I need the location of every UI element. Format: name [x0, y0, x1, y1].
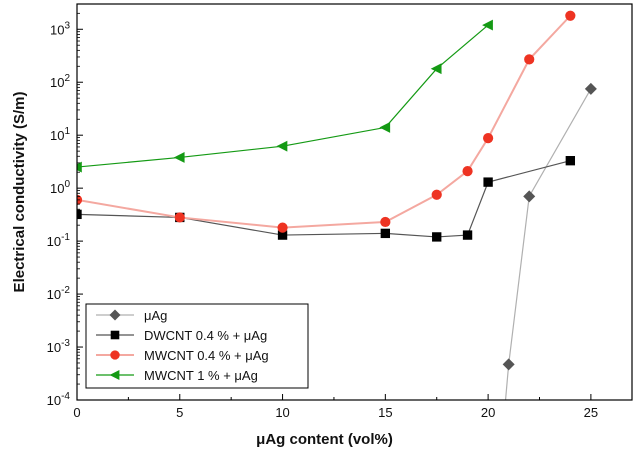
- data-point: [77, 209, 82, 220]
- data-point: [432, 232, 442, 242]
- y-tick-label: 10-3: [47, 338, 71, 355]
- y-tick-label: 10-2: [47, 285, 71, 302]
- legend-marker: [110, 330, 120, 340]
- legend-marker: [110, 350, 120, 360]
- legend-marker: [109, 370, 120, 380]
- data-point: [584, 82, 597, 95]
- data-point: [523, 190, 536, 203]
- data-point: [277, 222, 288, 233]
- data-point: [565, 10, 576, 21]
- series-line: [77, 24, 489, 168]
- data-point: [276, 140, 288, 152]
- data-point: [524, 54, 535, 65]
- legend-label: μAg: [144, 308, 167, 323]
- data-point: [379, 122, 391, 133]
- legend-marker: [109, 309, 121, 321]
- series-1: [77, 156, 576, 242]
- data-point: [380, 228, 391, 239]
- y-axis-title: Electrical conductivity (S/m): [11, 92, 28, 293]
- data-point: [483, 177, 493, 187]
- data-point: [462, 165, 473, 177]
- y-tick-label: 102: [50, 73, 70, 90]
- legend-box: [85, 303, 309, 389]
- data-point: [482, 19, 493, 31]
- data-point: [277, 230, 288, 240]
- y-tick-label: 10-1: [47, 232, 71, 249]
- y-tick-label: 10-4: [47, 391, 71, 408]
- legend-label: DWCNT 0.4 % + μAg: [144, 328, 267, 343]
- data-point: [462, 230, 473, 240]
- x-tick-label: 25: [584, 405, 598, 420]
- data-point: [431, 189, 442, 200]
- data-point: [430, 63, 442, 75]
- x-axis-title: μAg content (vol%): [256, 431, 393, 448]
- legend: μAg DWCNT 0.4 % + μAg MWCNT 0.4 % + μAg MWC…: [85, 303, 309, 389]
- x-tick-label: 5: [176, 405, 183, 420]
- legend-label: MWCNT 0.4 % + μAg: [144, 348, 269, 363]
- y-tick-label: 101: [50, 126, 70, 143]
- series-line: [77, 160, 571, 238]
- series-line: [504, 88, 592, 400]
- x-tick-label: 20: [481, 405, 495, 420]
- data-point: [502, 358, 515, 371]
- axes: 0 5 10 15 20 25 10-4 10-3 10-2 10-1 100 101 102 103: [47, 3, 633, 420]
- data-point: [483, 133, 494, 144]
- series-0: [502, 82, 597, 400]
- series-3: [77, 19, 493, 173]
- y-tick-label: 103: [50, 20, 70, 37]
- legend-label: MWCNT 1 % + μAg: [144, 368, 258, 383]
- series-layer: [77, 10, 597, 400]
- data-point: [174, 212, 185, 223]
- x-tick-label: 15: [378, 405, 392, 420]
- data-point: [565, 156, 576, 166]
- data-point: [380, 216, 391, 228]
- data-point: [173, 152, 185, 163]
- x-tick-label: 0: [73, 405, 80, 420]
- series-2: [77, 10, 576, 233]
- series-line: [77, 15, 572, 229]
- x-tick-label: 10: [275, 405, 289, 420]
- y-tick-label: 100: [50, 179, 70, 196]
- data-point: [77, 161, 82, 173]
- plot-frame: [76, 3, 633, 401]
